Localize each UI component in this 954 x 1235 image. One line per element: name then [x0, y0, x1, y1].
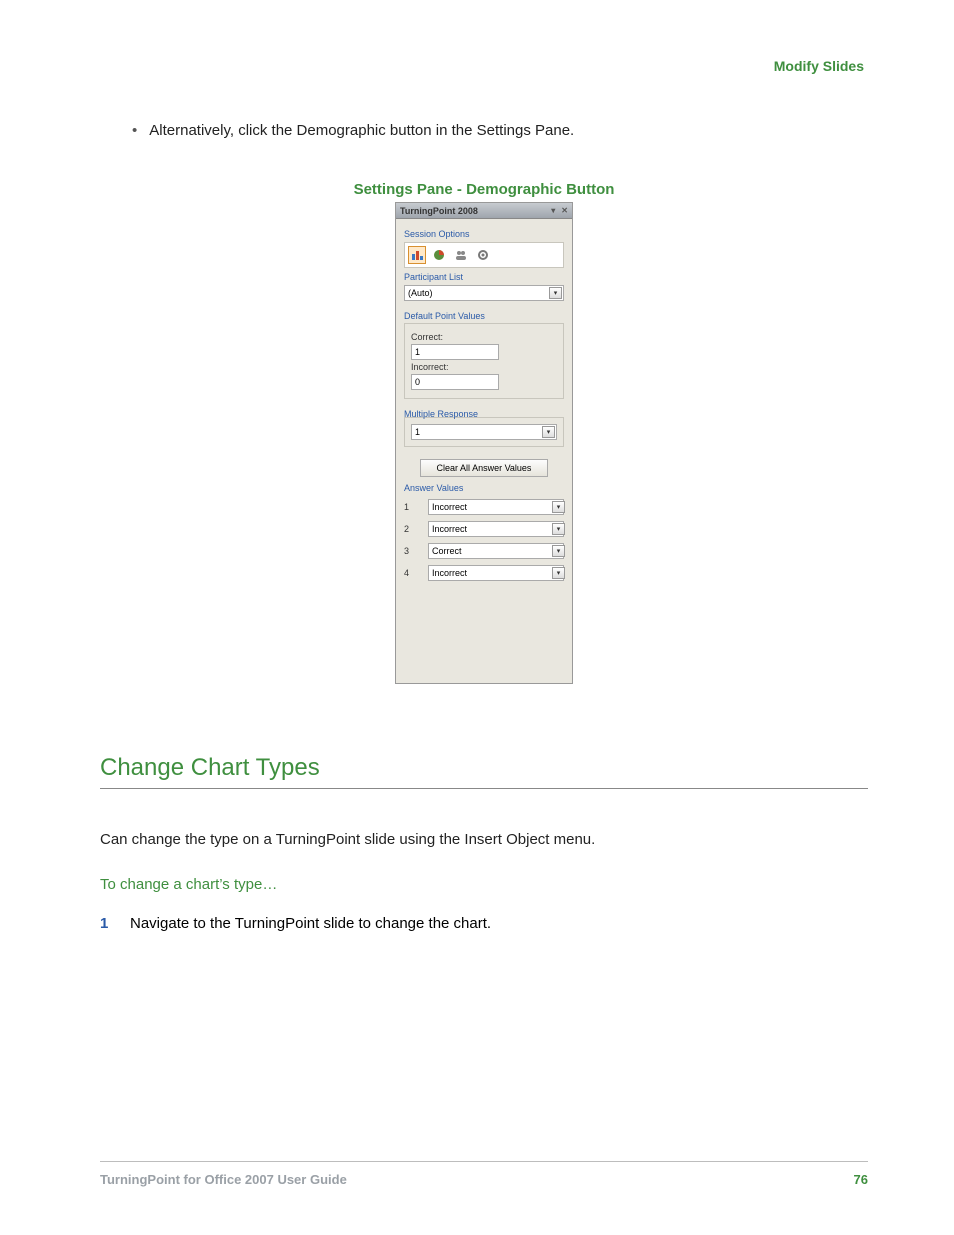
section-heading: Change Chart Types: [100, 754, 868, 782]
step-row: 1 Navigate to the TurningPoint slide to …: [100, 915, 868, 932]
answer-value-row: 1 Incorrect▾: [404, 499, 564, 515]
pie-icon[interactable]: [430, 246, 448, 264]
section-body: Can change the type on a TurningPoint sl…: [100, 831, 868, 848]
chevron-down-icon: ▾: [552, 545, 565, 557]
answer-number: 1: [404, 502, 412, 512]
settings-pane: TurningPoint 2008 ▾ ✕ Session Options: [395, 202, 573, 684]
answer-number: 2: [404, 524, 412, 534]
page-header-section: Modify Slides: [100, 58, 868, 74]
incorrect-input[interactable]: 0: [411, 374, 499, 390]
answer-select[interactable]: Incorrect▾: [428, 565, 564, 581]
participant-list-label: Participant List: [404, 272, 564, 282]
answer-select[interactable]: Incorrect▾: [428, 499, 564, 515]
multiple-response-group: 1 ▾: [404, 417, 564, 447]
chevron-down-icon: ▾: [552, 501, 565, 513]
answer-value-row: 2 Incorrect▾: [404, 521, 564, 537]
answer-select[interactable]: Incorrect▾: [428, 521, 564, 537]
pane-title: TurningPoint 2008: [400, 206, 478, 216]
participant-list-value: (Auto): [408, 288, 433, 298]
figure-caption: Settings Pane - Demographic Button: [100, 181, 868, 198]
bullet-text: Alternatively, click the Demographic but…: [149, 122, 574, 139]
answer-value-row: 3 Correct▾: [404, 543, 564, 559]
close-icon[interactable]: ✕: [561, 206, 568, 215]
session-options-toolbar: [404, 242, 564, 268]
incorrect-label: Incorrect:: [411, 362, 557, 372]
section-rule: [100, 788, 868, 789]
multiple-response-value: 1: [415, 427, 420, 437]
clear-all-answer-values-button[interactable]: Clear All Answer Values: [420, 459, 548, 477]
participant-list-select[interactable]: (Auto) ▾: [404, 285, 564, 301]
answer-value-row: 4 Incorrect▾: [404, 565, 564, 581]
chevron-down-icon: ▾: [542, 426, 555, 438]
gear-icon[interactable]: [474, 246, 492, 264]
default-points-label: Default Point Values: [404, 311, 564, 321]
bullet-item: • Alternatively, click the Demographic b…: [132, 122, 868, 139]
step-text: Navigate to the TurningPoint slide to ch…: [130, 915, 491, 932]
correct-label: Correct:: [411, 332, 557, 342]
default-points-group: Correct: 1 Incorrect: 0: [404, 323, 564, 399]
chevron-down-icon: ▾: [552, 523, 565, 535]
answer-number: 4: [404, 568, 412, 578]
people-icon[interactable]: [452, 246, 470, 264]
answer-select[interactable]: Correct▾: [428, 543, 564, 559]
answer-values-label: Answer Values: [404, 483, 564, 493]
pane-titlebar: TurningPoint 2008 ▾ ✕: [396, 203, 572, 219]
answer-number: 3: [404, 546, 412, 556]
session-options-label: Session Options: [404, 229, 564, 239]
chevron-down-icon: ▾: [552, 567, 565, 579]
procedure-subhead: To change a chart’s type…: [100, 876, 868, 893]
page-footer: TurningPoint for Office 2007 User Guide …: [100, 1161, 868, 1187]
menu-chevron-icon[interactable]: ▾: [551, 206, 555, 215]
bar-chart-icon[interactable]: [408, 246, 426, 264]
footer-title: TurningPoint for Office 2007 User Guide: [100, 1172, 347, 1187]
multiple-response-select[interactable]: 1 ▾: [411, 424, 557, 440]
correct-input[interactable]: 1: [411, 344, 499, 360]
chevron-down-icon: ▾: [549, 287, 562, 299]
bullet-dot: •: [132, 122, 137, 139]
step-number: 1: [100, 915, 112, 932]
footer-page: 76: [854, 1172, 868, 1187]
